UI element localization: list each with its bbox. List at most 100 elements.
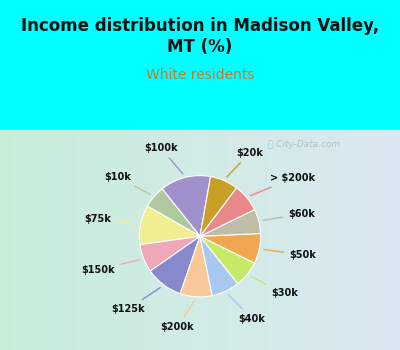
- Bar: [284, 130, 286, 350]
- Bar: [288, 130, 290, 350]
- Bar: [132, 130, 134, 350]
- Bar: [30, 130, 32, 350]
- Bar: [198, 130, 200, 350]
- Bar: [68, 130, 70, 350]
- Bar: [262, 130, 264, 350]
- Bar: [244, 130, 246, 350]
- Bar: [364, 130, 366, 350]
- Bar: [382, 130, 384, 350]
- Bar: [94, 130, 96, 350]
- Bar: [264, 130, 266, 350]
- Bar: [376, 130, 378, 350]
- Bar: [304, 130, 306, 350]
- Bar: [140, 130, 142, 350]
- Bar: [70, 130, 72, 350]
- Text: $20k: $20k: [227, 148, 263, 177]
- Wedge shape: [200, 188, 254, 236]
- Bar: [98, 130, 100, 350]
- Bar: [294, 130, 296, 350]
- Bar: [82, 130, 84, 350]
- Text: White residents: White residents: [146, 68, 254, 82]
- Bar: [178, 130, 180, 350]
- Bar: [128, 130, 130, 350]
- Bar: [224, 130, 226, 350]
- Bar: [134, 130, 136, 350]
- Wedge shape: [200, 236, 238, 296]
- Bar: [62, 130, 64, 350]
- Bar: [302, 130, 304, 350]
- Bar: [170, 130, 172, 350]
- Bar: [54, 130, 56, 350]
- Bar: [86, 130, 88, 350]
- Bar: [2, 130, 4, 350]
- Bar: [22, 130, 24, 350]
- Wedge shape: [162, 176, 210, 236]
- Bar: [346, 130, 348, 350]
- Bar: [160, 130, 162, 350]
- Bar: [78, 130, 80, 350]
- Bar: [92, 130, 94, 350]
- Bar: [242, 130, 244, 350]
- Wedge shape: [140, 236, 200, 271]
- Bar: [24, 130, 26, 350]
- Bar: [90, 130, 92, 350]
- Bar: [388, 130, 390, 350]
- Bar: [280, 130, 282, 350]
- Bar: [370, 130, 372, 350]
- Bar: [172, 130, 174, 350]
- Bar: [38, 130, 40, 350]
- Bar: [306, 130, 308, 350]
- Wedge shape: [147, 189, 200, 236]
- Bar: [352, 130, 354, 350]
- Bar: [222, 130, 224, 350]
- Wedge shape: [200, 236, 254, 284]
- Bar: [116, 130, 118, 350]
- Bar: [102, 130, 104, 350]
- Bar: [76, 130, 78, 350]
- Bar: [282, 130, 284, 350]
- Bar: [18, 130, 20, 350]
- Bar: [28, 130, 30, 350]
- Bar: [374, 130, 376, 350]
- Bar: [80, 130, 82, 350]
- Text: $30k: $30k: [251, 276, 298, 298]
- Bar: [158, 130, 160, 350]
- Bar: [238, 130, 240, 350]
- Wedge shape: [150, 236, 200, 294]
- Bar: [394, 130, 396, 350]
- Bar: [298, 130, 300, 350]
- Bar: [176, 130, 178, 350]
- Text: ⓘ City-Data.com: ⓘ City-Data.com: [268, 140, 340, 149]
- Bar: [384, 130, 386, 350]
- Text: $10k: $10k: [104, 172, 150, 194]
- Bar: [332, 130, 334, 350]
- Bar: [390, 130, 392, 350]
- Text: $50k: $50k: [264, 250, 316, 260]
- Bar: [12, 130, 14, 350]
- Text: > $200k: > $200k: [251, 173, 315, 196]
- Bar: [46, 130, 48, 350]
- Bar: [190, 130, 192, 350]
- Bar: [328, 130, 330, 350]
- Bar: [330, 130, 332, 350]
- Bar: [166, 130, 168, 350]
- Bar: [106, 130, 108, 350]
- Text: $200k: $200k: [160, 301, 194, 332]
- Bar: [152, 130, 154, 350]
- Bar: [246, 130, 248, 350]
- Wedge shape: [180, 236, 212, 297]
- Bar: [100, 130, 102, 350]
- Text: Income distribution in Madison Valley,
MT (%): Income distribution in Madison Valley, M…: [21, 18, 379, 56]
- Bar: [114, 130, 116, 350]
- Text: $125k: $125k: [112, 288, 160, 314]
- Bar: [378, 130, 380, 350]
- Bar: [358, 130, 360, 350]
- Bar: [234, 130, 236, 350]
- Bar: [200, 130, 202, 350]
- Bar: [226, 130, 228, 350]
- Bar: [0, 130, 2, 350]
- Text: $150k: $150k: [82, 260, 139, 275]
- Bar: [322, 130, 324, 350]
- Bar: [356, 130, 358, 350]
- Bar: [398, 130, 400, 350]
